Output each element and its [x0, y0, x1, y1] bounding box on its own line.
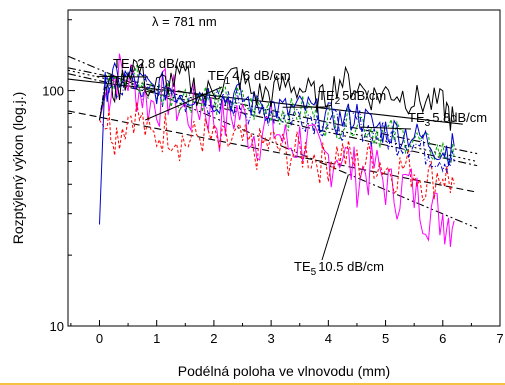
annotation-label-te2: TE2 5dB/cm: [318, 88, 386, 107]
fit-line: [68, 67, 478, 155]
series-line-te0: [99, 58, 455, 131]
series-line-te4: [99, 102, 455, 202]
x-tick-label: 0: [96, 331, 103, 346]
x-axis-title: Podélná poloha ve vlnovodu (mm): [178, 363, 390, 379]
series-line-te2: [99, 65, 455, 164]
fit-line: [68, 55, 478, 229]
annotation-leader-line: [359, 126, 412, 130]
x-axis-ticks: 0 1 2 3 4 5 6 7: [70, 320, 504, 346]
x-tick-label: 6: [439, 331, 446, 346]
annotation-leader-line: [145, 86, 223, 121]
annotation-label-te1: TE1 4.6 dB/cm: [208, 68, 291, 87]
annotation-label-te0: TE0 2.8 dB/cm: [113, 56, 196, 75]
x-tick-label: 1: [153, 331, 160, 346]
annotation-label-te3: TE3 5.8dB/cm: [408, 110, 487, 129]
x-tick-label: 5: [382, 331, 389, 346]
annotation-leader-line: [96, 75, 149, 78]
annotation-label-te5: TE5 10.5 dB/cm: [294, 259, 384, 278]
annotation-labels: TE0 2.8 dB/cm TE1 4.6 dB/cm TE2 5dB/cm TE3 5.8d…: [113, 56, 487, 278]
fit-line: [68, 110, 478, 193]
fit-line: [68, 78, 463, 125]
series-line-te1: [99, 61, 455, 225]
x-tick-label: 4: [325, 331, 332, 346]
x-tick-label: 2: [210, 331, 217, 346]
y-axis-ticks: 10 100: [42, 19, 75, 334]
series-line-te5: [99, 53, 455, 247]
y-axis-title: Rozptýlený výkon (log.j.): [10, 92, 26, 245]
annotation-leader-line: [321, 174, 349, 261]
x-tick-label: 3: [268, 331, 275, 346]
annotation-arrows: [96, 75, 412, 261]
y-tick-label: 10: [50, 319, 64, 334]
wavelength-label: λ = 781 nm: [152, 14, 217, 29]
y-tick-label: 100: [42, 84, 64, 99]
x-tick-label: 7: [496, 331, 503, 346]
data-series: [99, 53, 455, 247]
plot-frame: [67, 9, 501, 327]
